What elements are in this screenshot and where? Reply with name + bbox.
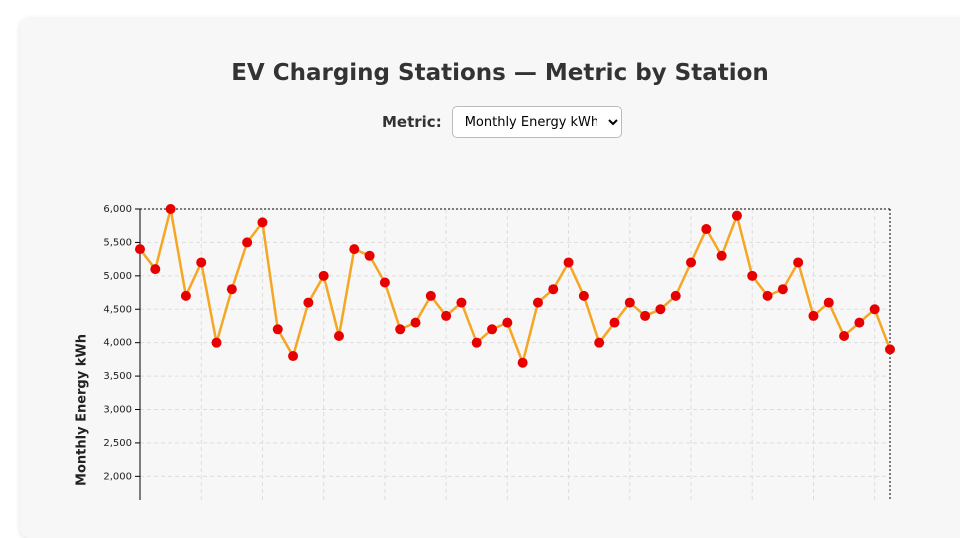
data-point: [165, 204, 176, 214]
data-point: [747, 270, 758, 281]
y-tick-label: 4,500: [103, 304, 132, 315]
data-point: [379, 277, 390, 288]
data-point: [655, 304, 666, 315]
data-point: [303, 297, 314, 308]
data-point: [288, 351, 299, 362]
data-point: [349, 244, 360, 255]
data-point: [701, 224, 712, 235]
data-point: [456, 297, 467, 308]
data-point: [609, 317, 620, 328]
data-point: [885, 344, 895, 355]
y-tick-label: 4,000: [103, 338, 132, 349]
data-point: [854, 317, 865, 328]
data-point: [471, 337, 482, 348]
y-tick-label: 5,000: [103, 271, 132, 282]
data-point: [808, 310, 819, 321]
chart: 2,000 2,500 3,000 3,500 4,000 4,500 5,000 5,500…: [75, 204, 895, 500]
data-point: [211, 337, 222, 348]
data-point: [624, 297, 635, 308]
data-point: [395, 324, 406, 335]
data-point: [272, 324, 283, 335]
y-tick-label: 6,000: [103, 204, 132, 215]
data-point: [441, 310, 452, 321]
data-point: [594, 337, 605, 348]
data-point: [180, 290, 191, 301]
data-point: [839, 330, 850, 341]
chart-title: EV Charging Stations — Metric by Station: [231, 60, 769, 86]
data-point: [502, 317, 513, 328]
data-point: [686, 257, 697, 268]
data-point: [532, 297, 543, 308]
data-point: [869, 304, 880, 315]
page: {"chart_data": {"type": "line", "title":…: [74, 60, 895, 500]
data-point: [823, 297, 834, 308]
data-point: [364, 250, 375, 261]
data-point: [333, 330, 344, 341]
data-point: [487, 324, 498, 335]
data-point: [793, 257, 804, 268]
data-point: [226, 284, 237, 295]
metric-control: Metric: Monthly Energy kWh: [382, 106, 622, 138]
data-point: [640, 310, 651, 321]
y-tick-label: 5,500: [103, 237, 132, 248]
y-tick-label: 3,000: [103, 405, 132, 416]
data-point: [517, 357, 528, 368]
data-point: [135, 244, 145, 255]
y-tick-label: 2,000: [103, 471, 132, 482]
y-axis-label: Monthly Energy kWh: [75, 334, 90, 486]
data-point: [150, 264, 161, 275]
data-point: [425, 290, 436, 301]
data-point: [777, 284, 788, 295]
data-point: [578, 290, 589, 301]
data-point: [257, 217, 268, 228]
data-point: [318, 270, 329, 281]
y-tick-label: 2,500: [103, 438, 132, 449]
data-point: [731, 210, 742, 221]
data-point: [670, 290, 681, 301]
y-tick-label: 3,500: [103, 371, 132, 382]
metric-select[interactable]: Monthly Energy kWh: [451, 106, 622, 138]
series-line: [139, 208, 892, 367]
data-point: [410, 317, 421, 328]
data-point: [716, 250, 727, 261]
metric-label: Metric:: [382, 113, 442, 131]
data-point: [548, 284, 559, 295]
data-point: [196, 257, 207, 268]
data-point: [242, 237, 253, 248]
data-point: [762, 290, 773, 301]
data-point: [563, 257, 574, 268]
